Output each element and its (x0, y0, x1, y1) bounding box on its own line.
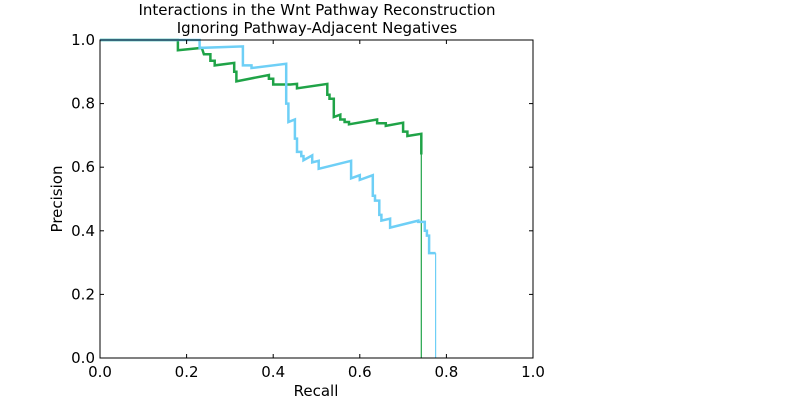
y-tick-label-2: 0.4 (71, 222, 95, 240)
y-tick-label-1: 0.2 (71, 285, 95, 303)
y-tick-label-4: 0.8 (71, 95, 95, 113)
y-tick-label-3: 0.6 (71, 158, 95, 176)
y-axis-label: Precision (48, 166, 66, 233)
series-line-0 (100, 38, 423, 155)
series-line-1 (100, 38, 436, 255)
plot-area (100, 38, 437, 358)
x-tick-label-0: 0.0 (88, 363, 112, 381)
x-axis-label: Recall (294, 382, 339, 400)
x-tick-label-2: 0.4 (261, 363, 285, 381)
x-tick-label-1: 0.2 (175, 363, 199, 381)
x-tick-label-4: 0.8 (434, 363, 458, 381)
y-tick-label-0: 0.0 (71, 349, 95, 367)
y-axis: 0.0 0.2 0.4 0.6 0.8 1.0 (71, 31, 533, 367)
chart-subtitle: Ignoring Pathway-Adjacent Negatives (177, 19, 458, 37)
y-tick-label-5: 1.0 (71, 31, 95, 49)
x-axis: 0.0 0.2 0.4 0.6 0.8 1.0 (88, 40, 545, 381)
chart-title: Interactions in the Wnt Pathway Reconstr… (138, 1, 495, 19)
x-tick-label-3: 0.6 (348, 363, 372, 381)
plot-frame (99, 39, 534, 359)
x-tick-label-5: 1.0 (521, 363, 545, 381)
